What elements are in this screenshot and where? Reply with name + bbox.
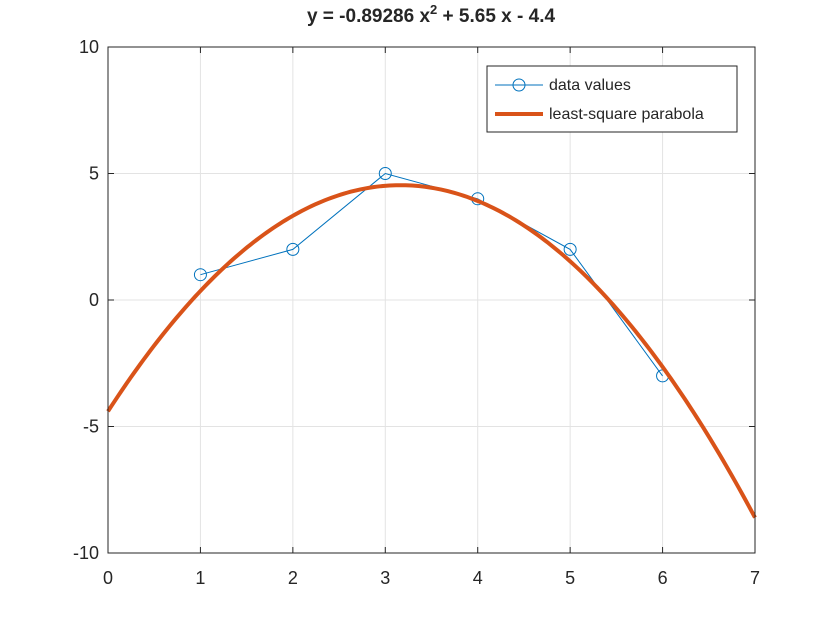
plot-area — [106, 167, 757, 519]
x-tick-label-0: 0 — [103, 568, 113, 588]
data-point-1 — [193, 268, 207, 282]
legend-box — [486, 65, 738, 133]
chart-title: y = -0.89286 x2 + 5.65 x - 4.4 — [307, 2, 556, 27]
chart-title-prefix: y = -0.89286 x — [307, 6, 431, 27]
legend-marker-data-values — [512, 78, 526, 92]
legend: data values least-square parabola — [486, 65, 738, 133]
y-tick-label-10: 10 — [79, 37, 99, 57]
x-tick-label-5: 5 — [565, 568, 575, 588]
legend-label-data-values: data values — [549, 77, 631, 94]
data-point-5 — [563, 242, 577, 256]
axes — [107, 46, 756, 554]
x-tick-label-2: 2 — [288, 568, 298, 588]
tick-labels: 0 1 2 3 4 5 6 7 -10 -5 0 5 10 — [73, 37, 760, 588]
data-point-3 — [378, 167, 392, 180]
y-tick-label-0: 0 — [89, 290, 99, 310]
chart-title-superscript: 2 — [430, 2, 437, 17]
y-tick-label-5: 5 — [89, 164, 99, 184]
series-line-data-values — [200, 172, 663, 377]
y-tick-label--5: -5 — [83, 417, 99, 437]
x-tick-label-6: 6 — [658, 568, 668, 588]
x-tick-label-3: 3 — [380, 568, 390, 588]
x-tick-label-1: 1 — [195, 568, 205, 588]
series-line-least-square-parabola — [106, 183, 757, 519]
chart-title-suffix: + 5.65 x - 4.4 — [437, 6, 555, 27]
x-tick-label-4: 4 — [473, 568, 483, 588]
x-tick-label-7: 7 — [750, 568, 760, 588]
data-point-2 — [286, 242, 300, 256]
legend-label-least-square-parabola: least-square parabola — [549, 106, 704, 123]
y-tick-label--10: -10 — [73, 543, 99, 563]
